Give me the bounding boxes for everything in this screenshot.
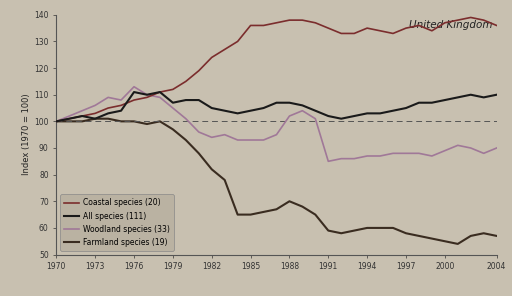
Text: United Kingdom: United Kingdom <box>409 20 492 30</box>
Y-axis label: Index (1970 = 100): Index (1970 = 100) <box>23 94 31 176</box>
Legend: Coastal species (20), All species (111), Woodland species (33), Farmland species: Coastal species (20), All species (111),… <box>60 194 174 251</box>
